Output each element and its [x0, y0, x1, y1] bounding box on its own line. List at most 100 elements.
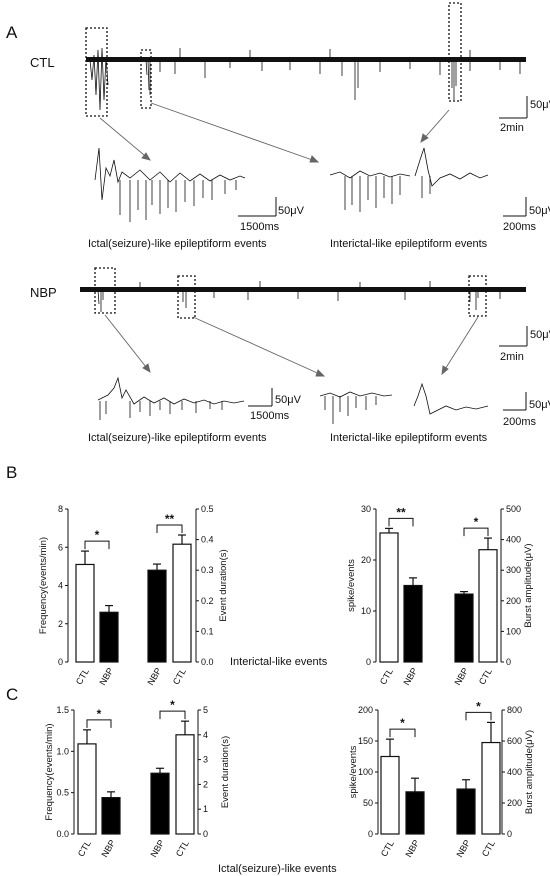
x-tick-label: NBP — [403, 838, 421, 859]
ctl-interictal-box — [140, 49, 152, 109]
ctl-zoom-arrows — [99, 102, 450, 163]
significance-bracket — [463, 527, 489, 537]
y-axis-label: Event duration(s) — [218, 549, 229, 621]
bar — [101, 797, 121, 835]
y-tick-label: 600 — [507, 736, 522, 746]
y-tick-label: 0.1 — [201, 626, 214, 636]
x-tick-label: NBP — [99, 838, 117, 859]
significance-bracket — [388, 517, 414, 527]
y-axis-label: spike/events — [346, 559, 357, 612]
ctl-ictal-scalebar — [238, 197, 277, 217]
ctl-main-trace — [86, 47, 526, 111]
y-tick-label: 0.4 — [201, 535, 214, 545]
nbp-interictal-box-2 — [468, 275, 487, 317]
chart-b1: 0 2 4 6 8 Frequency(events/min) CTL NBP * — [38, 504, 119, 687]
y-tick-label: 0 — [366, 657, 371, 667]
significance-bracket — [465, 711, 492, 721]
nbp-inter-scalebar — [503, 392, 527, 411]
significance-marker: * — [95, 528, 100, 542]
ctl-interictal-caption: Interictal-like epileptiform events — [330, 238, 488, 250]
ctl-ictal-zoom-trace — [94, 147, 246, 222]
nbp-ictal-scalebar — [248, 388, 273, 407]
ctl-ictal-box — [85, 27, 108, 117]
panel-label-b: B — [6, 463, 17, 482]
ctl-interictal-zoom-trace — [329, 147, 489, 212]
ctl-interictal-box-2 — [448, 2, 462, 102]
significance-bracket — [86, 719, 112, 728]
chart-c2: 0 1 2 3 4 5 Event duration(s) NBP CTL * — [148, 698, 231, 859]
chart-b2: 0.0 0.1 0.2 0.3 0.4 0.5 Event duration(s) NBP CT… — [145, 504, 229, 687]
x-tick-label: CTL — [74, 667, 91, 687]
x-tick-label: CTL — [171, 667, 188, 687]
ctl-main-scalebar — [499, 96, 528, 119]
bar — [150, 772, 170, 835]
bar — [456, 788, 476, 835]
y-axis-label: Frequency(events/min) — [38, 537, 49, 634]
bar — [481, 741, 501, 835]
bar — [380, 755, 400, 835]
y-tick-label: 100 — [506, 626, 521, 636]
y-tick-label: 500 — [506, 504, 521, 514]
bar — [175, 734, 195, 835]
y-tick-label: 3 — [203, 755, 208, 765]
x-tick-label: CTL — [477, 667, 494, 687]
significance-bracket — [156, 524, 183, 534]
bar — [147, 569, 167, 663]
nbp-main-trace — [80, 281, 526, 312]
y-tick-label: 1 — [203, 804, 208, 814]
y-tick-label: 5 — [203, 705, 208, 715]
significance-bracket — [84, 540, 110, 550]
y-axis-label: Event duration(s) — [220, 736, 231, 808]
y-tick-label: 8 — [58, 504, 63, 514]
x-tick-label: NBP — [401, 666, 419, 687]
y-tick-label: 1.0 — [56, 746, 69, 756]
nbp-zoom-arrows — [104, 314, 479, 377]
x-tick-label: NBP — [145, 666, 163, 687]
y-tick-label: 30 — [361, 504, 371, 514]
chart-c4: 0 200 400 600 800 Burst amplitude(μV) NBP CTL * — [454, 699, 535, 859]
significance-marker: * — [474, 515, 479, 529]
y-tick-label: 0.0 — [56, 829, 69, 839]
y-tick-label: 150 — [358, 736, 373, 746]
nbp-main-scalebar — [499, 326, 528, 347]
nbp-interictal-box — [177, 275, 196, 319]
x-tick-label: NBP — [454, 838, 472, 859]
y-tick-label: 400 — [506, 535, 521, 545]
x-tick-label: CTL — [378, 667, 395, 687]
nbp-ictal-scale-t: 1500ms — [250, 410, 290, 422]
ctl-ictal-scale-v: 50μV — [278, 205, 305, 217]
bar — [172, 543, 192, 663]
nbp-ictal-box — [94, 267, 116, 314]
nbp-interictal-caption: Interictal-like epileptiform events — [330, 432, 488, 444]
y-tick-label: 0.5 — [56, 788, 69, 798]
significance-marker: * — [97, 707, 102, 721]
nbp-inter-scale-v: 50μV — [529, 399, 550, 411]
y-tick-label: 0 — [203, 829, 208, 839]
y-tick-label: 0 — [507, 829, 512, 839]
y-axis-label: Burst amplitude(μV) — [523, 543, 534, 627]
y-tick-label: 4 — [58, 581, 63, 591]
significance-marker: ** — [396, 505, 406, 519]
significance-marker: * — [400, 716, 405, 730]
y-tick-label: 0 — [58, 657, 63, 667]
bar — [478, 549, 498, 663]
y-tick-label: 100 — [358, 767, 373, 777]
chart-b3: 0 10 20 30 spike/events CTL NBP ** — [346, 504, 423, 687]
nbp-main-scale-v: 50μV — [530, 329, 550, 341]
y-tick-label: 20 — [361, 555, 371, 565]
ctl-main-scale-v: 50μV — [530, 99, 550, 111]
nbp-label: NBP — [30, 285, 57, 300]
group-title-b: Interictal-like events — [230, 656, 328, 668]
y-tick-label: 0.3 — [201, 565, 214, 575]
x-tick-label: NBP — [148, 838, 166, 859]
bar — [403, 584, 423, 663]
ctl-ictal-scale-t: 1500ms — [240, 221, 280, 233]
x-tick-label: CTL — [174, 839, 191, 859]
significance-bracket — [159, 710, 186, 720]
y-tick-label: 6 — [58, 542, 63, 552]
chart-b4: 0 100 200 300 400 500 Burst amplitude(μV) NBP CT… — [452, 504, 534, 687]
y-tick-label: 10 — [361, 606, 371, 616]
significance-marker: * — [170, 698, 175, 712]
bar — [77, 743, 97, 835]
